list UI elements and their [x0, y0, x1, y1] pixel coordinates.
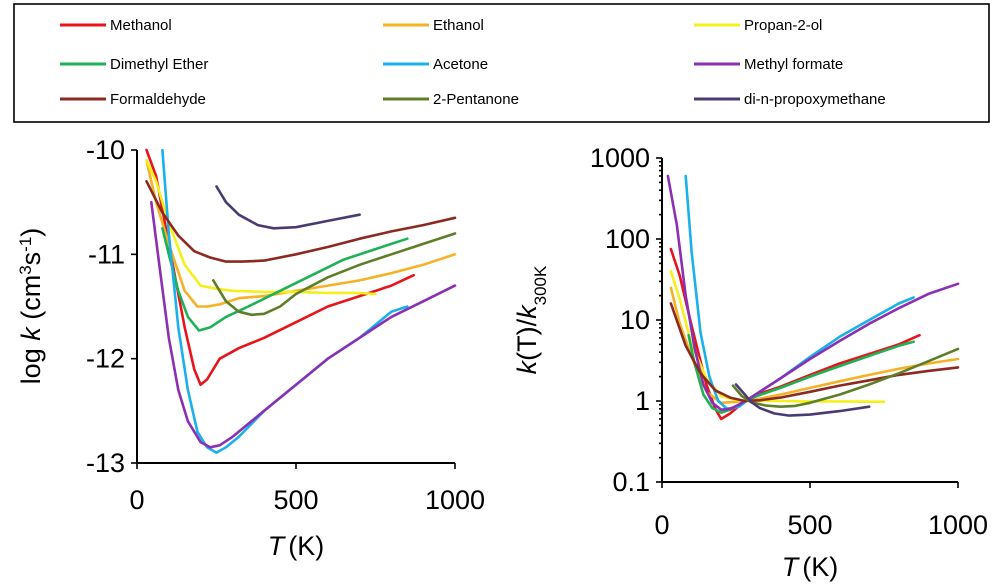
legend-label-2-pentanone: 2-Pentanone: [433, 91, 519, 108]
right-x-tick-label: 500: [787, 510, 832, 540]
legend-label-di-n-propoxymethane: di-n-propoxymethane: [744, 91, 886, 108]
left-series-2-pentanone: [212, 232, 457, 317]
right-ticks: 1000 100 10 1 0.10 500 1000: [590, 143, 988, 540]
legend-frame: [13, 3, 990, 123]
right-y-tick-label: 1000: [590, 143, 650, 173]
legend-label-methanol: Methanol: [110, 17, 172, 34]
left-y-tick-label: -11: [88, 239, 125, 269]
legend-label-propan-2-ol: Propan-2-ol: [744, 17, 822, 34]
legend: Methanol Ethanol Propan-2-ol Dimethyl Ether…: [13, 3, 990, 123]
left-series-group: [145, 148, 457, 454]
legend-label-ethanol: Ethanol: [433, 17, 484, 34]
left-x-tick-label: 0: [129, 485, 144, 515]
right-x-axis-label: T (K): [782, 552, 839, 582]
right-y-tick-label: 10: [620, 305, 650, 335]
legend-label-methyl-formate: Methyl formate: [744, 56, 843, 73]
legend-label-dimethyl-ether: Dimethyl Ether: [110, 56, 208, 73]
left-series-dimethyl-ether: [161, 227, 409, 332]
right-y-axis-label: k(T)/k300K: [512, 265, 550, 374]
right-y-tick-label: 100: [605, 224, 650, 254]
right-series-group: [666, 174, 960, 421]
left-y-tick-label: -12: [86, 344, 125, 374]
left-x-tick-label: 1000: [425, 485, 485, 515]
left-x-axis-label: T (K): [268, 531, 325, 561]
legend-label-formaldehyde: Formaldehyde: [110, 91, 206, 108]
right-x-tick-label: 1000: [928, 510, 988, 540]
legend-items: Methanol Ethanol Propan-2-ol Dimethyl Ether…: [60, 17, 886, 108]
left-series-di-n-propoxymethane: [215, 185, 361, 230]
left-series-methyl-formate: [150, 200, 457, 449]
left-series-ethanol: [145, 159, 457, 308]
log-k-plot: -10 -11 -12 -130 500 1000 T (K) log k (cm3s-1): [16, 135, 486, 561]
right-series-di-n-propoxymethane: [734, 383, 871, 417]
left-y-tick-label: -13: [86, 448, 125, 478]
left-ticks: -10 -11 -12 -130 500 1000: [86, 135, 485, 515]
right-series-methyl-formate: [666, 174, 960, 412]
left-series-formaldehyde: [145, 180, 457, 263]
right-y-tick-label: 1: [635, 386, 650, 416]
left-y-axis-label: log k (cm3s-1): [16, 228, 47, 385]
right-y-tick-label: 0.1: [612, 467, 650, 497]
left-x-tick-label: 500: [273, 485, 318, 515]
legend-label-acetone: Acetone: [433, 56, 488, 73]
k-ratio-plot: 1000 100 10 1 0.10 500 1000 T (K) k(T)/k300K: [512, 143, 988, 582]
left-series-propan-2-ol: [145, 159, 377, 296]
left-y-tick-label: -10: [86, 135, 125, 165]
right-x-tick-label: 0: [654, 510, 669, 540]
